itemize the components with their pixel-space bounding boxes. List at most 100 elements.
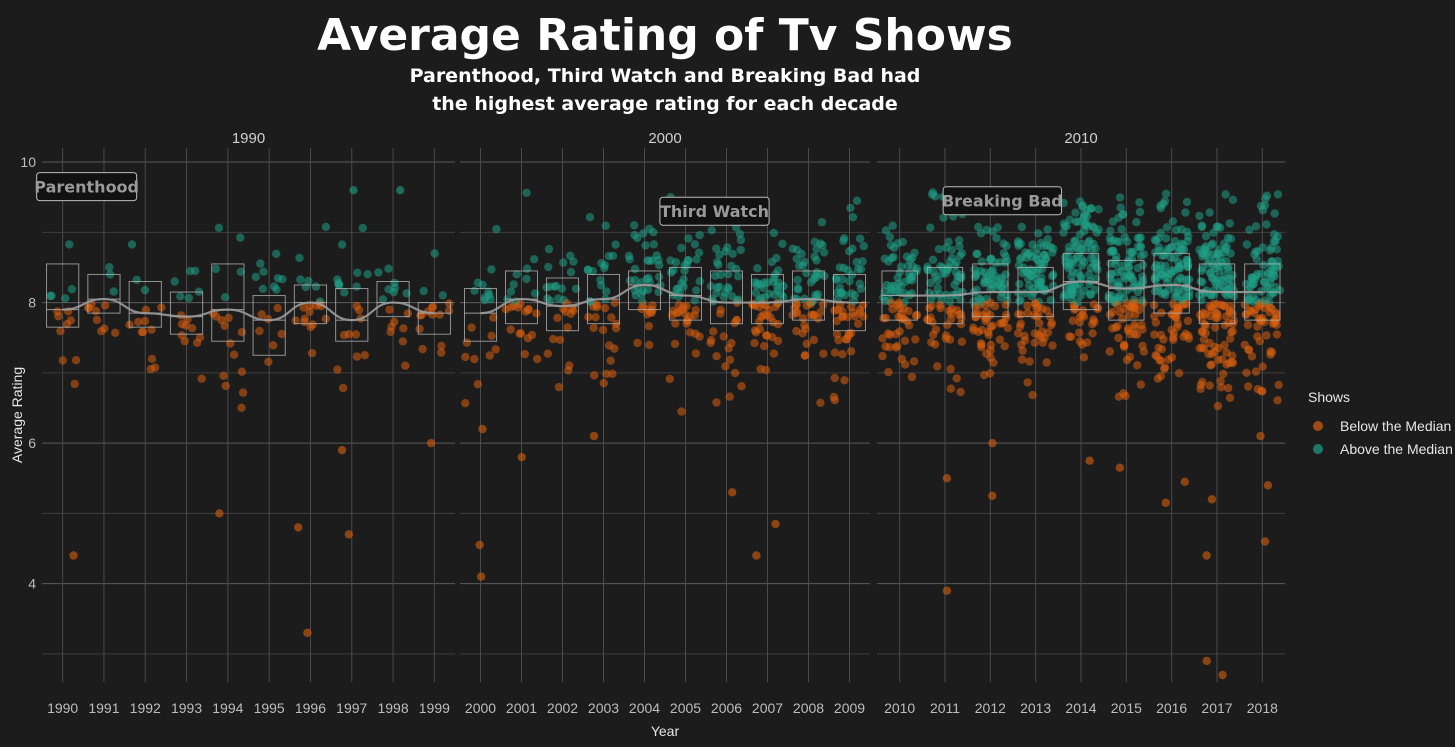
data-point [802,301,811,310]
data-point [251,272,260,282]
data-point [487,331,496,340]
data-point [1215,283,1224,292]
data-point [1073,253,1082,262]
data-point [1155,356,1164,365]
chart-subtitle-line-1: Parenthood, Third Watch and Breaking Bad… [410,65,921,87]
data-point [1263,270,1273,279]
data-point [644,273,653,283]
data-point [986,322,996,332]
data-point [715,250,724,260]
data-point [1197,296,1206,305]
data-point [1271,310,1281,319]
data-point [58,356,67,365]
x-tick-label: 2017 [1201,700,1232,716]
outlier-point [517,453,526,462]
data-point [769,349,779,358]
box [46,263,80,328]
data-point [100,324,109,333]
data-point [750,338,759,348]
data-point [1082,212,1092,221]
data-point [1161,189,1171,198]
x-tick-label: 1992 [130,700,161,716]
data-point [1023,308,1032,318]
data-point [1063,252,1072,261]
data-point [437,341,446,351]
data-point [712,244,721,253]
data-point [1001,300,1010,309]
data-point [1085,236,1094,245]
data-point [138,327,148,337]
data-point [255,326,264,336]
data-point [1201,232,1211,241]
data-point [830,373,839,383]
data-point [800,320,809,330]
x-tick-label: 2001 [506,700,537,716]
data-point [71,356,81,365]
box [376,281,410,318]
data-point [301,282,310,292]
data-point [941,331,951,340]
x-tick-label: 2009 [834,700,865,716]
data-point [840,290,849,300]
data-point [946,384,955,393]
outlier-point [349,186,358,195]
data-point [321,222,331,232]
data-point [1071,208,1080,217]
data-point [713,283,722,292]
data-point [214,223,224,232]
data-point [956,387,965,397]
data-point [756,280,766,289]
data-point [462,338,471,347]
data-point [792,254,801,264]
data-point [1205,302,1214,311]
outlier-point [1207,495,1217,504]
data-point [516,329,526,338]
x-tick-label: 2008 [793,700,824,716]
data-point [1023,268,1032,277]
data-point [1077,261,1087,270]
outlier-point [942,586,952,595]
data-point [211,264,221,274]
data-point [360,351,369,360]
data-point [896,262,906,271]
data-point [969,323,978,332]
data-point [384,285,393,294]
data-point [306,322,315,332]
data-point [1117,225,1126,234]
data-point [881,226,891,235]
data-point [846,203,855,213]
data-point [1000,258,1010,267]
data-point [1082,338,1092,347]
data-point [1043,225,1052,234]
data-point [1225,393,1235,402]
data-point [398,337,408,346]
data-point [683,256,693,265]
data-point [934,245,944,254]
data-point [639,286,648,296]
data-point [1245,305,1254,315]
data-point [1119,209,1128,219]
data-point [524,304,533,314]
data-point [563,323,572,332]
data-point [763,278,772,287]
data-point [904,306,913,316]
data-point [645,340,654,350]
data-point [1208,273,1217,282]
data-point [338,383,348,393]
data-point [1258,362,1267,371]
outlier-point [1180,477,1190,486]
data-point [1107,277,1116,286]
data-point [1243,296,1253,305]
data-point [631,275,640,285]
data-point [850,290,859,300]
data-point [1021,248,1030,257]
box [669,266,702,321]
legend-title: Shows [1308,389,1350,405]
outlier-point [1161,498,1171,507]
data-point [1150,311,1159,321]
data-point [990,302,1000,311]
data-point [100,301,110,310]
data-point [925,304,934,313]
data-point [1205,311,1215,321]
